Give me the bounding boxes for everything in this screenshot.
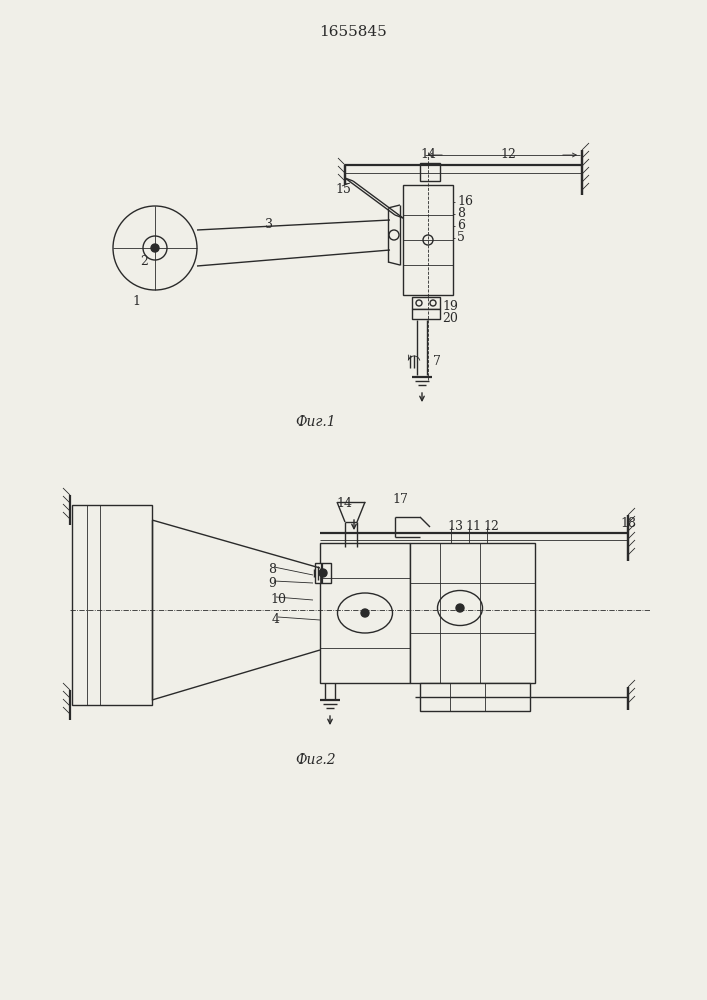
Text: 14: 14 [420, 148, 436, 161]
Text: 2: 2 [140, 255, 148, 268]
Text: 17: 17 [392, 493, 408, 506]
Bar [315, 563, 331, 583]
Bar [320, 543, 410, 683]
Text: 4: 4 [272, 613, 280, 626]
Circle shape [456, 604, 464, 612]
Text: 9: 9 [268, 577, 276, 590]
Text: 5: 5 [457, 231, 465, 244]
Text: 10: 10 [270, 593, 286, 606]
Circle shape [151, 244, 159, 252]
Ellipse shape [438, 590, 482, 626]
Circle shape [430, 300, 436, 306]
Text: 3: 3 [265, 218, 273, 231]
Text: 1655845: 1655845 [319, 25, 387, 39]
Text: Фиг.2: Фиг.2 [295, 753, 336, 767]
Ellipse shape [337, 593, 392, 633]
Text: 8: 8 [268, 563, 276, 576]
Circle shape [423, 235, 433, 245]
Bar [412, 309, 440, 319]
Circle shape [319, 569, 327, 577]
Text: 12: 12 [483, 520, 499, 533]
Bar [420, 683, 530, 711]
Circle shape [416, 300, 422, 306]
Circle shape [113, 206, 197, 290]
Bar [410, 543, 535, 683]
Text: 15: 15 [335, 183, 351, 196]
Text: 12: 12 [500, 148, 516, 161]
Text: 14: 14 [336, 497, 352, 510]
Text: 20: 20 [442, 312, 458, 325]
Circle shape [389, 230, 399, 240]
Bar [403, 185, 453, 295]
Circle shape [361, 609, 369, 617]
Text: 7: 7 [433, 355, 441, 368]
Bar [420, 163, 440, 181]
Text: 1: 1 [132, 295, 140, 308]
Bar [412, 297, 440, 309]
Bar [72, 505, 152, 705]
Text: 8: 8 [457, 207, 465, 220]
Text: 11: 11 [465, 520, 481, 533]
Text: 19: 19 [442, 300, 458, 313]
Text: 6: 6 [457, 219, 465, 232]
Text: 18: 18 [620, 517, 636, 530]
Text: Фиг.1: Фиг.1 [295, 415, 336, 429]
Circle shape [143, 236, 167, 260]
Text: 16: 16 [457, 195, 473, 208]
Text: 13: 13 [447, 520, 463, 533]
